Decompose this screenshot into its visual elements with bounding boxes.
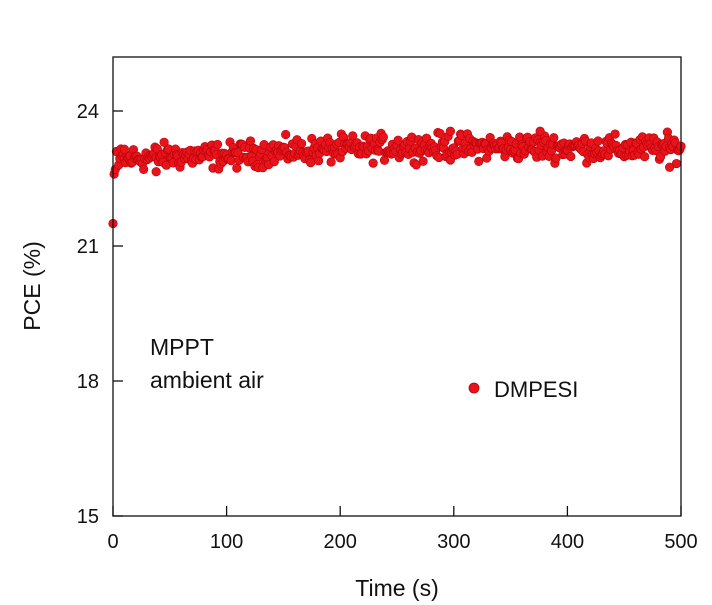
data-point	[212, 139, 223, 150]
data-point	[226, 156, 236, 166]
data-point	[378, 132, 388, 142]
data-point	[326, 157, 336, 167]
x-axis-title: Time (s)	[355, 575, 438, 601]
data-point	[535, 126, 545, 136]
annotation-mppt: MPPT	[150, 334, 214, 360]
legend: DMPESI	[468, 377, 578, 402]
data-point	[281, 129, 291, 140]
data-point	[640, 152, 650, 162]
legend-label-dmpesi: DMPESI	[494, 377, 578, 402]
data-point	[296, 138, 307, 149]
y-tick-label: 15	[77, 506, 99, 528]
data-point	[474, 156, 484, 166]
data-point	[245, 136, 256, 146]
data-point	[379, 155, 390, 165]
y-tick-label: 24	[77, 101, 99, 123]
x-tick-label: 200	[324, 531, 357, 553]
y-tick-label: 21	[77, 236, 99, 258]
data-point	[119, 144, 129, 154]
data-point	[665, 162, 675, 172]
data-point	[393, 135, 403, 145]
x-tick-label: 0	[107, 531, 118, 553]
data-point	[314, 156, 324, 166]
data-point	[159, 137, 169, 147]
data-point	[151, 167, 161, 177]
x-tick-label: 400	[551, 531, 584, 553]
data-point	[593, 136, 603, 146]
data-point	[445, 126, 455, 136]
y-axis-title: PCE (%)	[19, 241, 45, 330]
data-point	[610, 129, 620, 139]
x-tick-label: 500	[664, 531, 697, 553]
x-tick-label: 100	[210, 531, 243, 553]
data-point	[418, 156, 428, 166]
legend-marker-dmpesi	[468, 382, 480, 394]
data-marks	[108, 126, 686, 229]
x-tick-label: 300	[437, 531, 470, 553]
data-point	[435, 128, 445, 139]
data-point	[306, 158, 316, 168]
data-point	[139, 164, 149, 175]
plot-frame	[112, 56, 682, 517]
data-point	[232, 163, 242, 173]
y-tick-label: 18	[77, 371, 99, 393]
annotation-ambient-air: ambient air	[150, 367, 264, 393]
data-point	[566, 151, 576, 162]
data-point	[348, 131, 358, 141]
data-point	[269, 157, 279, 167]
data-point	[549, 133, 559, 143]
axes: 0 100 200 300 400 500 15 18 21 24	[77, 101, 698, 553]
data-point	[368, 158, 378, 168]
